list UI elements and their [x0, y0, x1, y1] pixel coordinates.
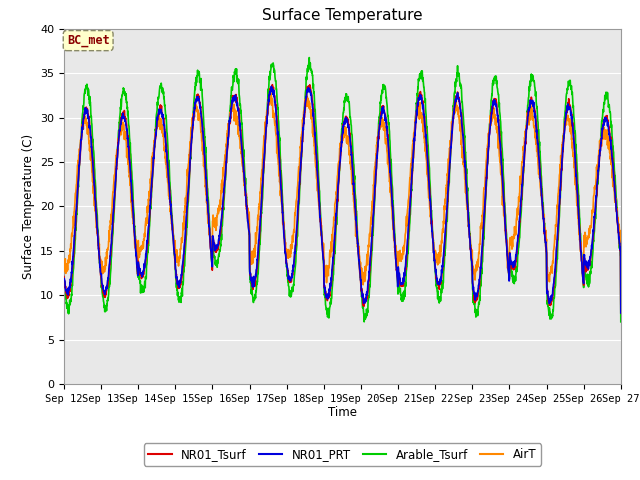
X-axis label: Time: Time: [328, 407, 357, 420]
Legend: NR01_Tsurf, NR01_PRT, Arable_Tsurf, AirT: NR01_Tsurf, NR01_PRT, Arable_Tsurf, AirT: [143, 443, 541, 466]
Text: BC_met: BC_met: [67, 34, 109, 47]
Y-axis label: Surface Temperature (C): Surface Temperature (C): [22, 134, 35, 279]
Title: Surface Temperature: Surface Temperature: [262, 9, 422, 24]
